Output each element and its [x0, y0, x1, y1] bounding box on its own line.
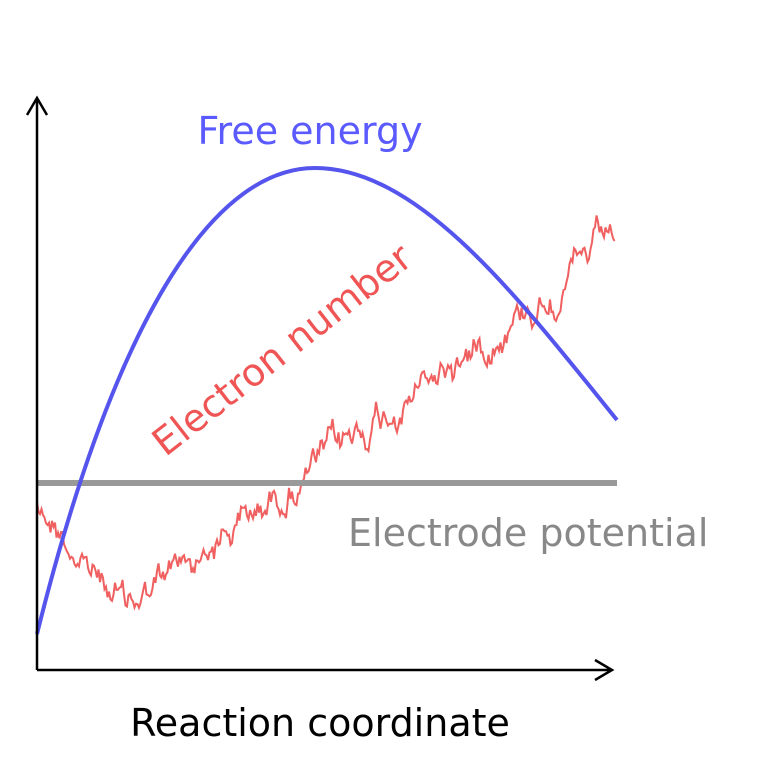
electron-number-group	[36, 215, 616, 611]
x-arrow	[594, 658, 615, 682]
y-arrow	[25, 95, 49, 116]
electron-number-curve	[36, 215, 616, 611]
x-axis-label: Reaction coordinate	[130, 701, 510, 745]
free-energy-curve	[35, 165, 619, 635]
electrode-potential-label: Electrode potential	[348, 511, 708, 555]
free-energy-label: Free energy	[197, 109, 422, 153]
